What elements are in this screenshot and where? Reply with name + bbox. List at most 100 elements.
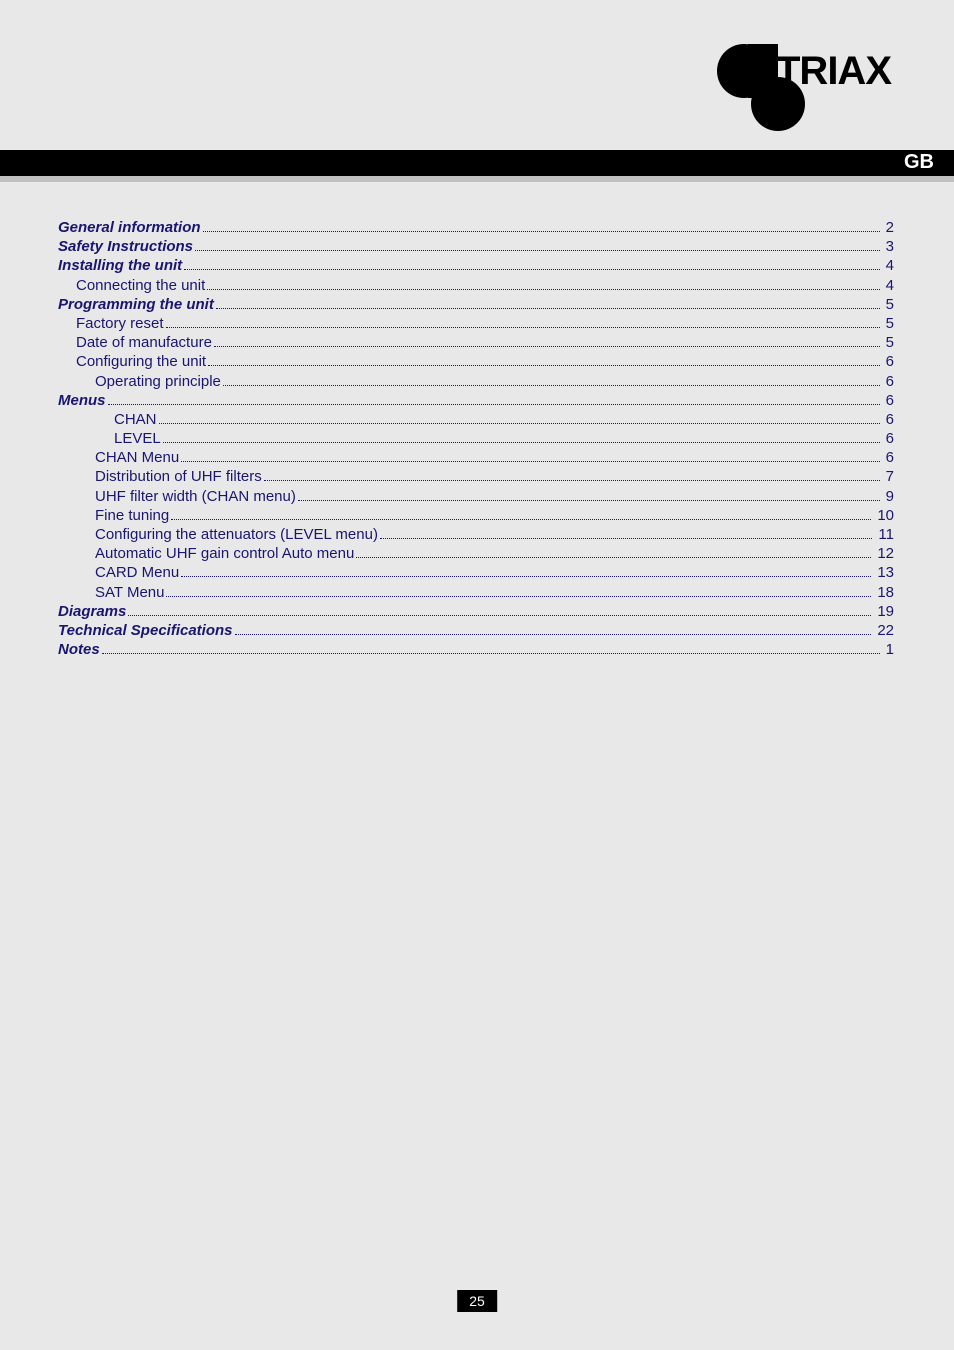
- header-bars: GB: [0, 150, 954, 182]
- toc-page: 5: [882, 314, 894, 333]
- toc-page: 4: [882, 276, 894, 295]
- toc-dots: [163, 431, 880, 443]
- toc-label: Diagrams: [58, 602, 126, 621]
- toc-row[interactable]: Technical Specifications 22: [58, 621, 894, 640]
- toc-label: Installing the unit: [58, 256, 182, 275]
- toc-row[interactable]: CARD Menu 13: [58, 563, 894, 582]
- toc-row[interactable]: Notes 1: [58, 640, 894, 659]
- toc-row[interactable]: SAT Menu 18: [58, 583, 894, 602]
- toc-page: 5: [882, 333, 894, 352]
- toc-label: Menus: [58, 391, 106, 410]
- toc-label: LEVEL: [114, 429, 161, 448]
- toc-page: 1: [882, 640, 894, 659]
- toc-row[interactable]: CHAN 6: [58, 410, 894, 429]
- toc-page: 6: [882, 352, 894, 371]
- toc-page: 12: [873, 544, 894, 563]
- toc-label: Configuring the attenuators (LEVEL menu): [95, 525, 378, 544]
- toc-row[interactable]: Menus 6: [58, 391, 894, 410]
- toc-dots: [171, 508, 871, 520]
- toc-page: 18: [873, 583, 894, 602]
- toc-dots: [214, 335, 880, 347]
- toc-page: 3: [882, 237, 894, 256]
- toc-page: 5: [882, 295, 894, 314]
- page-container: TRIAX GB General information 2Safety Ins…: [0, 0, 954, 1350]
- toc-row[interactable]: Operating principle 6: [58, 372, 894, 391]
- toc-row[interactable]: Diagrams 19: [58, 602, 894, 621]
- toc-page: 6: [882, 429, 894, 448]
- toc-label: CHAN Menu: [95, 448, 179, 467]
- toc-dots: [166, 316, 880, 328]
- toc-page: 6: [882, 448, 894, 467]
- toc-label: General information: [58, 218, 201, 237]
- toc-dots: [181, 565, 871, 577]
- toc-row[interactable]: Configuring the unit 6: [58, 352, 894, 371]
- toc-row[interactable]: Distribution of UHF filters 7: [58, 467, 894, 486]
- toc-dots: [264, 469, 880, 481]
- toc-label: Operating principle: [95, 372, 221, 391]
- toc-dots: [159, 412, 880, 424]
- toc-page: 6: [882, 410, 894, 429]
- toc-label: Configuring the unit: [76, 352, 206, 371]
- toc-row[interactable]: General information 2: [58, 218, 894, 237]
- toc-dots: [235, 623, 872, 635]
- toc-label: CHAN: [114, 410, 157, 429]
- toc-dots: [166, 585, 871, 597]
- toc-label: Notes: [58, 640, 100, 659]
- triax-logo-icon: TRIAX: [714, 28, 924, 138]
- toc-dots: [207, 278, 879, 290]
- toc-row[interactable]: Connecting the unit 4: [58, 276, 894, 295]
- table-of-contents: General information 2Safety Instructions…: [58, 218, 894, 659]
- toc-row[interactable]: UHF filter width (CHAN menu) 9: [58, 487, 894, 506]
- toc-page: 2: [882, 218, 894, 237]
- toc-label: Factory reset: [76, 314, 164, 333]
- page-number: 25: [457, 1290, 497, 1312]
- brand-logo: TRIAX: [714, 28, 924, 143]
- toc-page: 10: [873, 506, 894, 525]
- toc-dots: [208, 354, 880, 366]
- language-bar: GB: [0, 150, 954, 176]
- toc-row[interactable]: CHAN Menu 6: [58, 448, 894, 467]
- language-badge: GB: [904, 151, 934, 174]
- toc-page: 4: [882, 256, 894, 275]
- toc-label: UHF filter width (CHAN menu): [95, 487, 296, 506]
- toc-dots: [223, 374, 880, 386]
- toc-page: 7: [882, 467, 894, 486]
- toc-label: Distribution of UHF filters: [95, 467, 262, 486]
- toc-label: CARD Menu: [95, 563, 179, 582]
- toc-row[interactable]: LEVEL 6: [58, 429, 894, 448]
- toc-dots: [195, 239, 880, 251]
- toc-dots: [102, 642, 880, 654]
- divider-bar: [0, 176, 954, 182]
- toc-dots: [108, 393, 880, 405]
- toc-label: Date of manufacture: [76, 333, 212, 352]
- toc-row[interactable]: Automatic UHF gain control Auto menu 12: [58, 544, 894, 563]
- toc-row[interactable]: Date of manufacture 5: [58, 333, 894, 352]
- toc-page: 19: [873, 602, 894, 621]
- toc-row[interactable]: Programming the unit 5: [58, 295, 894, 314]
- toc-page: 13: [873, 563, 894, 582]
- toc-dots: [184, 258, 879, 270]
- toc-dots: [356, 546, 871, 558]
- toc-label: SAT Menu: [95, 583, 164, 602]
- brand-text: TRIAX: [776, 49, 892, 93]
- toc-row[interactable]: Fine tuning 10: [58, 506, 894, 525]
- toc-page: 6: [882, 391, 894, 410]
- toc-row[interactable]: Configuring the attenuators (LEVEL menu)…: [58, 525, 894, 544]
- toc-label: Programming the unit: [58, 295, 214, 314]
- toc-page: 6: [882, 372, 894, 391]
- toc-label: Fine tuning: [95, 506, 169, 525]
- toc-label: Automatic UHF gain control Auto menu: [95, 544, 354, 563]
- toc-page: 9: [882, 487, 894, 506]
- toc-dots: [298, 489, 880, 501]
- toc-dots: [128, 604, 871, 616]
- toc-row[interactable]: Factory reset 5: [58, 314, 894, 333]
- toc-dots: [216, 297, 880, 309]
- toc-dots: [181, 450, 879, 462]
- toc-page: 22: [873, 621, 894, 640]
- toc-row[interactable]: Safety Instructions 3: [58, 237, 894, 256]
- toc-dots: [380, 527, 872, 539]
- toc-label: Connecting the unit: [76, 276, 205, 295]
- toc-label: Technical Specifications: [58, 621, 233, 640]
- toc-label: Safety Instructions: [58, 237, 193, 256]
- toc-row[interactable]: Installing the unit 4: [58, 256, 894, 275]
